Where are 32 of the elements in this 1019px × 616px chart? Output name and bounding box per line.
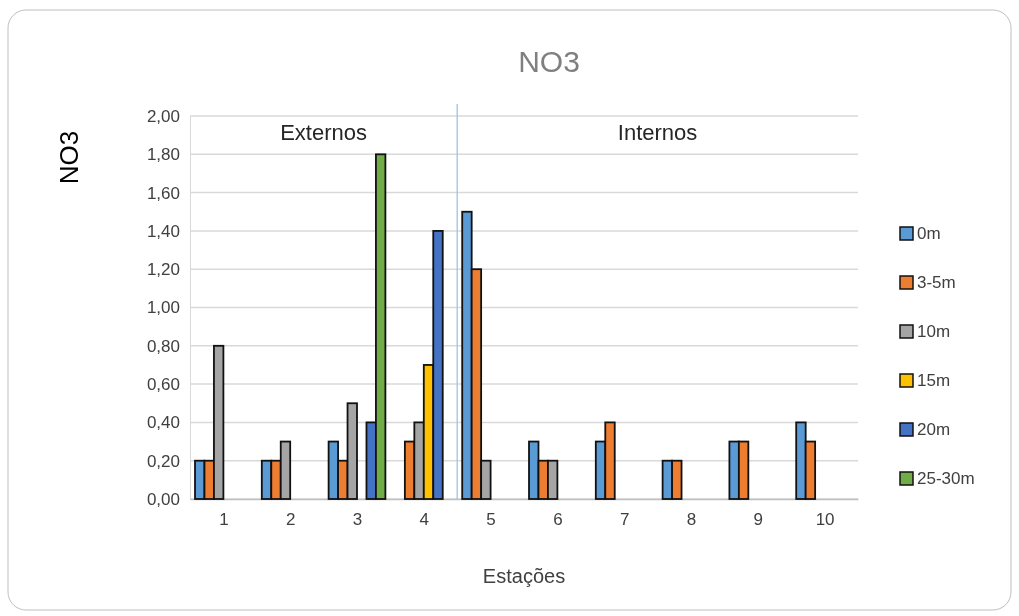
x-axis-title: Estações	[482, 565, 566, 587]
y-tick-label: 1,60	[146, 183, 180, 203]
x-tick-label: 6	[553, 510, 563, 530]
y-tick-label: 2,00	[146, 106, 180, 126]
annotation: Internos	[617, 120, 698, 145]
y-tick-label: 0,20	[146, 451, 180, 471]
legend-label: 0m	[917, 224, 941, 243]
x-tick-label: 1	[219, 510, 229, 530]
chart-title: NO3	[518, 45, 580, 78]
y-tick-label: 1,40	[146, 221, 180, 241]
legend-label: 20m	[917, 420, 951, 439]
legend-label: 25-30m	[917, 469, 975, 488]
legend-label: 15m	[917, 371, 951, 390]
x-tick-label: 8	[686, 510, 697, 530]
x-tick-label: 10	[815, 510, 835, 530]
x-tick-label: 3	[352, 510, 363, 530]
x-tick-label: 5	[486, 510, 496, 530]
y-tick-label: 1,80	[146, 145, 180, 165]
y-tick-label: 0,00	[146, 489, 180, 509]
y-tick-label: 0,40	[146, 413, 180, 433]
y-tick-label: 0,60	[146, 375, 180, 395]
x-tick-label: 7	[619, 510, 630, 530]
legend-label: 3-5m	[917, 273, 956, 292]
x-tick-label: 2	[285, 510, 296, 530]
y-tick-label: 1,20	[146, 260, 180, 280]
x-tick-label: 4	[419, 510, 430, 530]
y-tick-label: 0,80	[146, 336, 180, 356]
y-tick-label: 1,00	[146, 298, 180, 318]
x-tick-label: 9	[753, 510, 764, 530]
y-axis-title: NO3	[54, 130, 84, 185]
annotation: Externos	[280, 120, 368, 145]
legend-label: 10m	[917, 322, 951, 341]
